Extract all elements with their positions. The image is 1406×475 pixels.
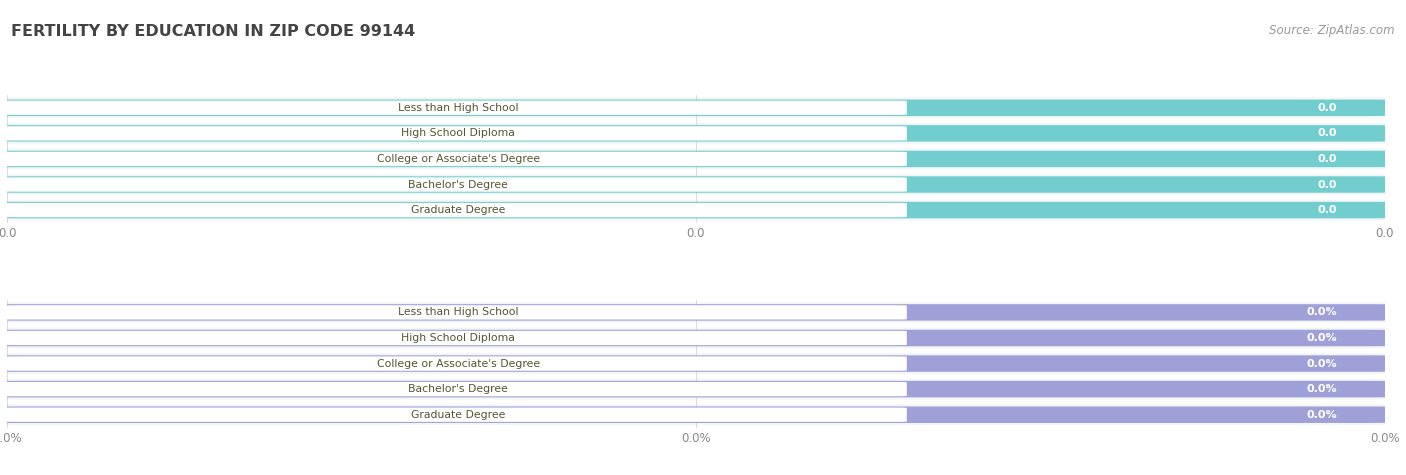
Text: Bachelor's Degree: Bachelor's Degree xyxy=(408,384,508,394)
FancyBboxPatch shape xyxy=(4,152,907,166)
Text: Graduate Degree: Graduate Degree xyxy=(411,410,506,420)
Text: High School Diploma: High School Diploma xyxy=(401,128,515,138)
FancyBboxPatch shape xyxy=(4,382,907,396)
FancyBboxPatch shape xyxy=(0,381,1388,398)
Text: 0.0%: 0.0% xyxy=(1306,410,1337,420)
FancyBboxPatch shape xyxy=(0,379,1392,399)
Text: Bachelor's Degree: Bachelor's Degree xyxy=(408,180,508,190)
FancyBboxPatch shape xyxy=(0,355,1388,372)
FancyBboxPatch shape xyxy=(0,407,1388,423)
FancyBboxPatch shape xyxy=(4,203,907,217)
Text: Source: ZipAtlas.com: Source: ZipAtlas.com xyxy=(1270,24,1395,37)
Text: Less than High School: Less than High School xyxy=(398,307,519,317)
Text: 0.0%: 0.0% xyxy=(1306,359,1337,369)
FancyBboxPatch shape xyxy=(0,123,1392,144)
Text: 0.0%: 0.0% xyxy=(1306,333,1337,343)
Text: High School Diploma: High School Diploma xyxy=(401,333,515,343)
Text: 0.0%: 0.0% xyxy=(1306,307,1337,317)
FancyBboxPatch shape xyxy=(4,356,907,370)
FancyBboxPatch shape xyxy=(0,174,1392,195)
FancyBboxPatch shape xyxy=(0,176,1388,193)
FancyBboxPatch shape xyxy=(4,331,907,345)
FancyBboxPatch shape xyxy=(0,200,1392,220)
FancyBboxPatch shape xyxy=(0,353,1392,374)
FancyBboxPatch shape xyxy=(0,97,1392,118)
Text: Less than High School: Less than High School xyxy=(398,103,519,113)
FancyBboxPatch shape xyxy=(0,151,1388,167)
Text: 0.0: 0.0 xyxy=(1317,103,1337,113)
Text: 0.0: 0.0 xyxy=(1317,154,1337,164)
Text: Graduate Degree: Graduate Degree xyxy=(411,205,506,215)
FancyBboxPatch shape xyxy=(0,304,1388,321)
FancyBboxPatch shape xyxy=(0,125,1388,142)
Text: FERTILITY BY EDUCATION IN ZIP CODE 99144: FERTILITY BY EDUCATION IN ZIP CODE 99144 xyxy=(11,24,416,39)
FancyBboxPatch shape xyxy=(0,202,1388,218)
FancyBboxPatch shape xyxy=(0,100,1388,116)
Text: 0.0: 0.0 xyxy=(1317,128,1337,138)
FancyBboxPatch shape xyxy=(4,126,907,141)
FancyBboxPatch shape xyxy=(0,404,1392,425)
FancyBboxPatch shape xyxy=(0,328,1392,348)
FancyBboxPatch shape xyxy=(0,330,1388,346)
FancyBboxPatch shape xyxy=(0,302,1392,323)
Text: College or Associate's Degree: College or Associate's Degree xyxy=(377,154,540,164)
Text: 0.0%: 0.0% xyxy=(1306,384,1337,394)
FancyBboxPatch shape xyxy=(0,149,1392,169)
FancyBboxPatch shape xyxy=(4,101,907,115)
FancyBboxPatch shape xyxy=(4,177,907,192)
Text: 0.0: 0.0 xyxy=(1317,205,1337,215)
Text: 0.0: 0.0 xyxy=(1317,180,1337,190)
FancyBboxPatch shape xyxy=(4,408,907,422)
Text: College or Associate's Degree: College or Associate's Degree xyxy=(377,359,540,369)
FancyBboxPatch shape xyxy=(4,305,907,320)
